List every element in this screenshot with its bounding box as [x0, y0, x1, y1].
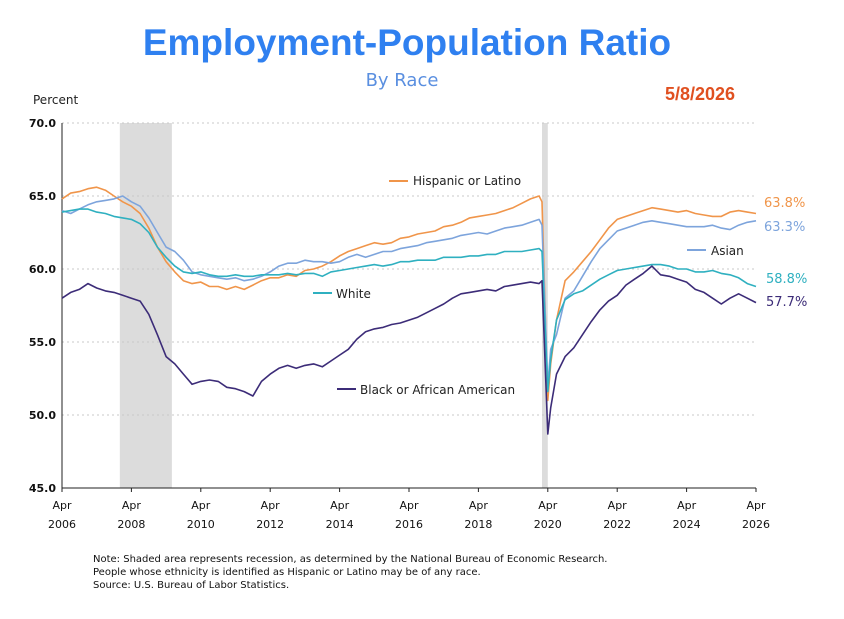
axes: 45.0 50.0 55.0 60.0 65.0 70.0 Apr 2006 Apr 2008 Ap…	[29, 117, 770, 531]
y-tick-label: 65.0	[29, 190, 56, 203]
end-value-white: 58.8%	[766, 272, 807, 287]
release-date: 5/8/2026	[665, 84, 736, 104]
x-tick-month: Apr	[677, 499, 697, 512]
x-tick-year: 2014	[326, 518, 354, 531]
x-tick-month: Apr	[608, 499, 628, 512]
x-tick-year: 2008	[117, 518, 145, 531]
x-tick-year: 2006	[48, 518, 76, 531]
series-lines	[61, 186, 757, 435]
series-labels: Hispanic or Latino 63.8% Asian 63.3% White 58…	[313, 174, 807, 397]
legend-label-black-or-african-american: Black or African American	[360, 383, 515, 397]
grid-lines	[62, 122, 756, 416]
legend-label-asian: Asian	[711, 244, 744, 258]
legend-label-white: White	[336, 287, 371, 301]
recession-band-1	[119, 123, 172, 488]
series-line-black-or-african-american	[61, 265, 757, 435]
x-tick-month: Apr	[122, 499, 142, 512]
x-tick-month: Apr	[469, 499, 489, 512]
series-line-hispanic-or-latino	[61, 186, 757, 402]
end-value-asian: 63.3%	[764, 220, 805, 235]
x-tick-year: 2024	[673, 518, 701, 531]
footnotes: Note: Shaded area represents recession, …	[93, 553, 607, 592]
end-value-black-or-african-american: 57.7%	[766, 295, 807, 310]
x-tick-year: 2020	[534, 518, 562, 531]
end-value-hispanic-or-latino: 63.8%	[764, 196, 805, 211]
x-tick-year: 2022	[603, 518, 631, 531]
series-line-white	[61, 208, 757, 393]
x-tick-year: 2016	[395, 518, 423, 531]
x-tick-month: Apr	[330, 499, 350, 512]
chart-subtitle: By Race	[365, 70, 439, 91]
x-tick-year: 2026	[742, 518, 770, 531]
y-tick-label: 60.0	[29, 263, 56, 276]
series-line-asian	[61, 195, 757, 387]
y-axis-label: Percent	[33, 93, 79, 107]
x-tick-year: 2010	[187, 518, 215, 531]
y-tick-label: 70.0	[29, 117, 56, 130]
x-tick-month: Apr	[191, 499, 211, 512]
footnote-ethnicity: People whose ethnicity is identified as …	[93, 567, 481, 578]
x-tick-month: Apr	[52, 499, 72, 512]
x-tick-year: 2018	[464, 518, 492, 531]
y-tick-label: 55.0	[29, 336, 56, 349]
y-tick-label: 50.0	[29, 409, 56, 422]
x-tick-month: Apr	[538, 499, 558, 512]
chart-title: Employment-Population Ratio	[142, 22, 672, 63]
legend-label-hispanic-or-latino: Hispanic or Latino	[413, 174, 521, 188]
x-tick-month: Apr	[261, 499, 281, 512]
x-tick-year: 2012	[256, 518, 284, 531]
x-tick-month: Apr	[746, 499, 766, 512]
footnote-source: Source: U.S. Bureau of Labor Statistics.	[93, 580, 290, 591]
x-tick-month: Apr	[399, 499, 419, 512]
footnote-recession: Note: Shaded area represents recession, …	[93, 554, 608, 565]
y-tick-label: 45.0	[29, 482, 56, 495]
